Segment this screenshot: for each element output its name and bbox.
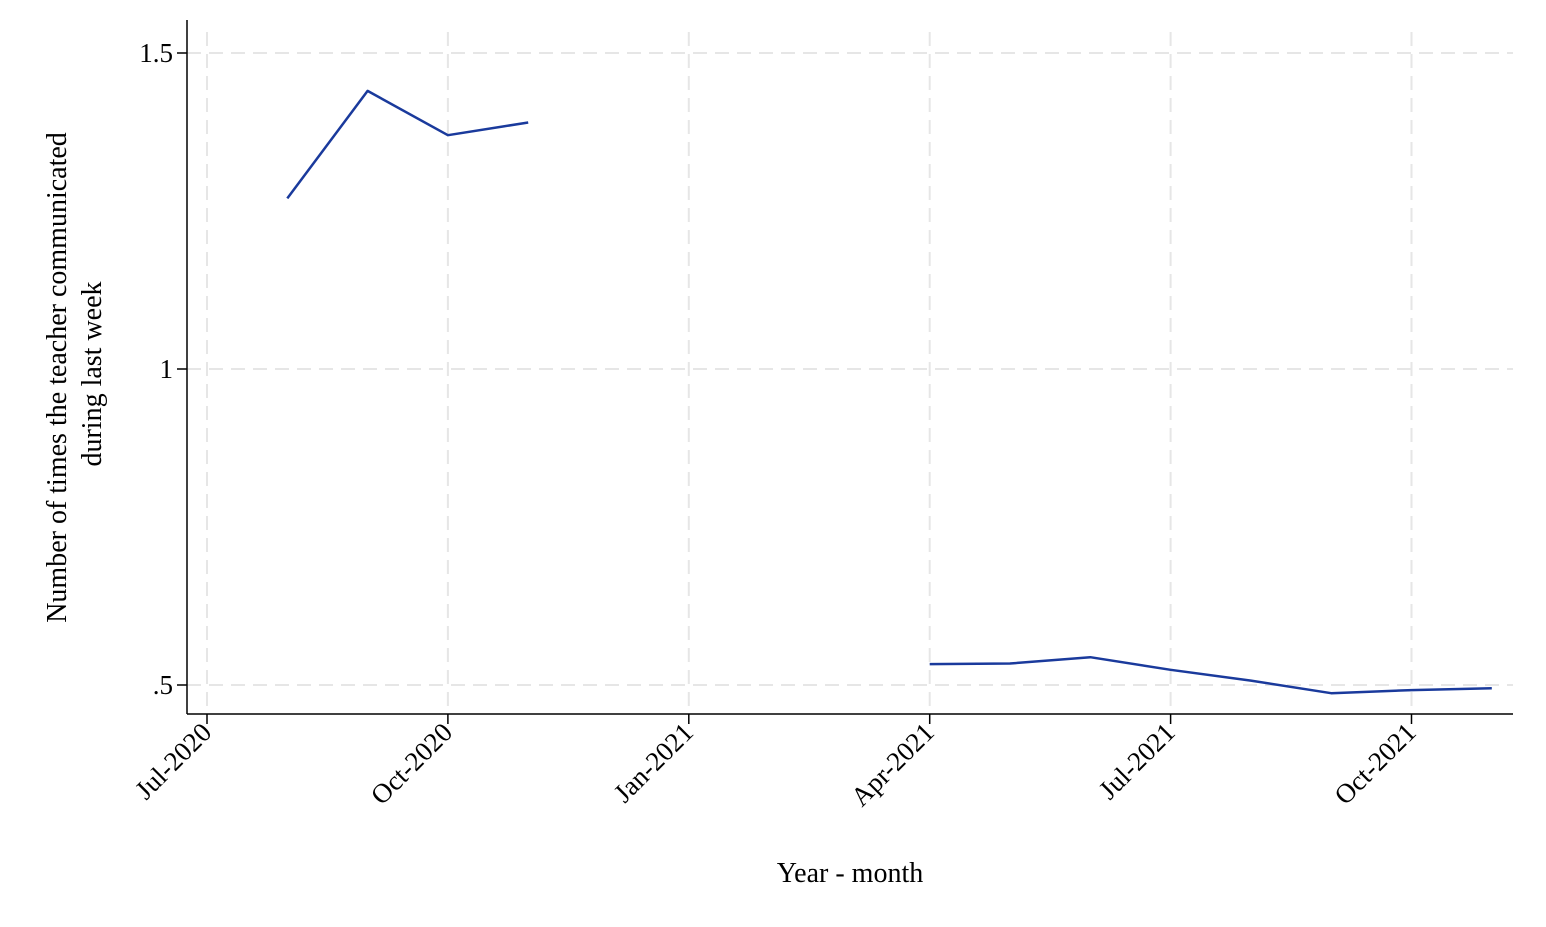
x-tick-label: Jul-2021 [1093, 717, 1181, 805]
x-tick-label: Oct-2020 [365, 717, 458, 810]
y-axis-title: Number of times the teacher communicated… [42, 125, 108, 623]
x-tick-label: Apr-2021 [845, 717, 940, 812]
y-tick-label: 1.5 [139, 38, 173, 68]
y-axis-title-line-1: Number of times the teacher communicated [42, 132, 73, 623]
x-axis-title: Year - month [777, 858, 923, 889]
series-line-segment [286, 89, 529, 200]
y-tick-label: .5 [153, 670, 173, 700]
series-line-segment [929, 655, 1492, 695]
x-tick-label: Jan-2021 [608, 717, 699, 808]
series-lines [286, 89, 1492, 695]
axes [186, 20, 1513, 715]
grid-lines [187, 32, 1513, 714]
tick-marks: Jul-2020 Oct-2020 Jan-2021 Apr-2021 Jul-2021… [129, 38, 1422, 812]
x-tick-label: Oct-2021 [1328, 717, 1421, 810]
x-tick-label: Jul-2020 [129, 717, 217, 805]
y-tick-label: 1 [160, 354, 174, 384]
y-axis-title-line-2: during last week [77, 281, 108, 466]
